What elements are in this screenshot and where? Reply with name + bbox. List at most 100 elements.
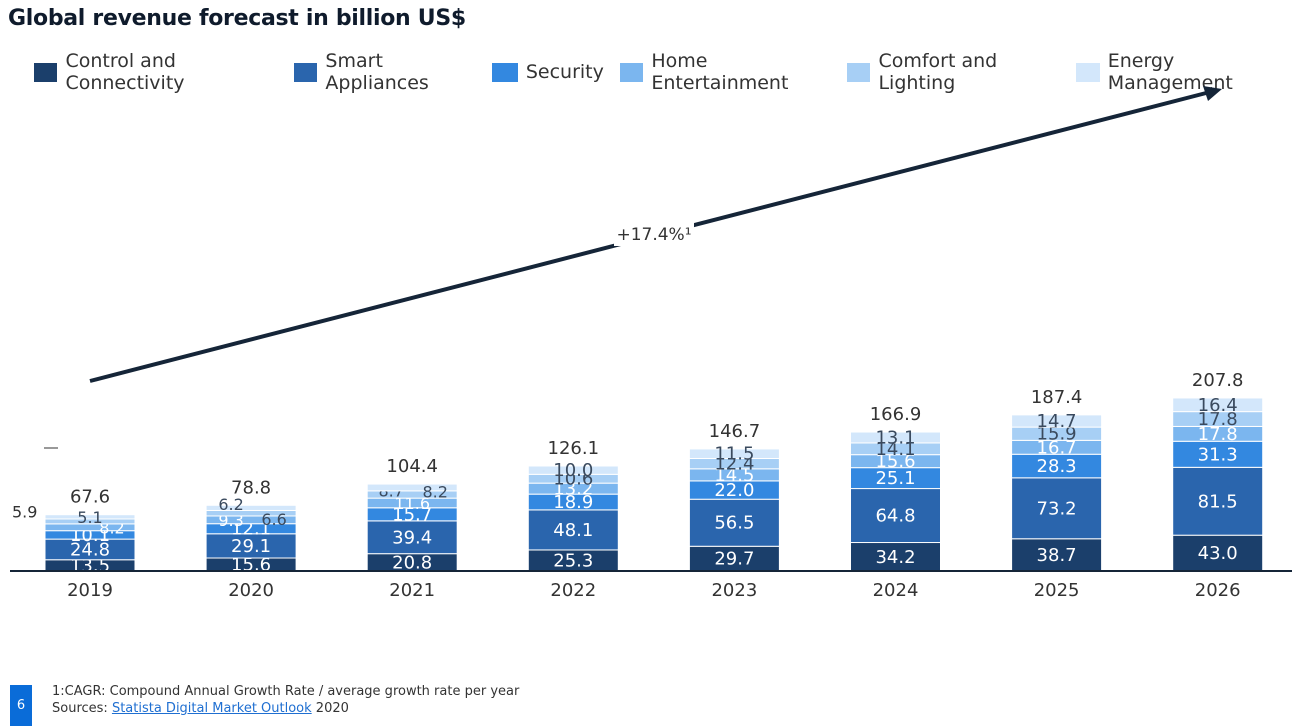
bar-value-label: 14.1 [875,439,915,460]
bar-value-label: 48.1 [553,520,593,541]
bar-value-label: 16.4 [1198,395,1238,416]
trend-arrow-head [1203,86,1222,101]
bar-value-label: 38.7 [1037,545,1077,566]
legend-label: Smart Appliances [325,50,429,94]
bar-value-label: 6.6 [261,510,286,529]
cagr-annotation: +17.4%¹ [616,225,691,245]
x-tick-label: 2026 [1195,580,1241,601]
bar-value-label: 6.2 [218,495,243,514]
bar-segment [205,504,297,511]
bar-total-label: 126.1 [548,438,600,459]
bar-value-label: 11.6 [394,494,430,513]
bar-total-label: 207.8 [1192,370,1244,391]
stacked-bar-chart: +17.4%¹13.524.810.18.25.9 5.167.6201915.6… [10,86,1292,601]
legend-item: Comfort and Lighting [847,50,1060,94]
bar-value-label: 56.5 [714,513,754,534]
bar-segment [44,514,136,520]
x-tick-label: 2023 [711,580,757,601]
x-tick-label: 2021 [389,580,435,601]
x-tick-label: 2022 [550,580,596,601]
bar-segment [688,448,780,460]
bar-value-label: 15.7 [392,504,432,525]
bar-value-label: 11.5 [714,444,754,465]
bar-segment [850,431,941,444]
bar-segment [366,483,458,492]
x-tick-label: 2019 [67,580,113,601]
bar-segment [1172,534,1264,572]
x-tick-label: 2025 [1034,580,1080,601]
bar-value-label: 17.8 [1198,409,1238,430]
legend-label: Security [525,61,604,83]
sources-link[interactable]: Statista Digital Market Outlook [111,701,312,716]
bar-value-label: 29.1 [231,536,271,557]
bar-segment [1011,414,1103,428]
bar-value-label: 31.3 [1198,444,1238,465]
footer: 1:CAGR: Compound Annual Growth Rate / av… [52,683,519,717]
footnote: 1:CAGR: Compound Annual Growth Rate / av… [52,684,520,699]
legend-swatch [619,62,644,82]
bar-value-label: 81.5 [1198,491,1238,512]
bar-value-label: 18.9 [553,492,593,513]
legend-item: Home Entertainment [619,50,831,94]
legend-swatch [847,62,871,82]
bar-value-label: 17.8 [1198,424,1238,445]
bar-value-label: 25.1 [875,468,915,489]
bar-segment [688,545,780,572]
legend-swatch [491,62,518,82]
x-tick-label: 2024 [873,580,919,601]
bar-value-label: 64.8 [875,506,915,527]
bar-value-label: 10.0 [553,460,593,481]
legend-swatch [293,62,318,82]
bar-value-label: 5.1 [77,508,102,527]
bar-value-label: 34.2 [875,547,915,568]
bar-value-label: 20.8 [392,552,432,573]
bar-value-label: 15.9 [1037,424,1077,445]
sources-line: Sources: Statista Digital Market Outlook… [52,700,519,717]
bar-value-label: 15.6 [875,451,915,472]
bar-total-label: 146.7 [709,421,761,442]
legend-label: Home Entertainment [651,50,789,94]
bar-segment [688,498,780,547]
bar-segment [850,488,941,544]
bar-segment [527,465,619,475]
chart-legend: Control and Connectivity Smart Appliances… [34,50,1302,94]
legend-label: Control and Connectivity [65,50,185,94]
bar-segment [1172,466,1264,536]
legend-swatch [1076,62,1100,82]
legend-item: Control and Connectivity [34,50,278,94]
bar-value-label: 25.3 [553,550,593,571]
sources-suffix: 2020 [311,701,349,716]
bar-segment [1172,397,1264,413]
legend-item: Smart Appliances [293,50,476,94]
bar-segment [205,533,297,559]
bar-value-label: 24.8 [70,539,110,560]
bar-value-label: 13.2 [553,479,593,500]
legend-swatch [34,62,58,82]
bar-value-label: 73.2 [1037,498,1077,519]
bar-value-label: 14.5 [714,465,754,486]
legend-label: Comfort and Lighting [878,50,998,94]
bar-total-label: 187.4 [1031,387,1083,408]
chart-title: Global revenue forecast in billion US$ [8,6,466,31]
bar-total-label: 104.4 [386,456,438,477]
legend-label: Energy Management [1107,50,1233,94]
bar-value-label: 5.9 [12,502,37,521]
bar-value-label: 43.0 [1198,543,1238,564]
x-tick-label: 2020 [228,580,274,601]
bar-value-label: 22.0 [714,480,754,501]
bar-value-label: 29.7 [714,549,754,570]
bar-total-label: 78.8 [231,477,271,498]
bar-value-label: 13.1 [875,427,915,448]
page-number: 6 [10,685,32,726]
bar-value-label: 14.7 [1037,411,1077,432]
legend-item: Energy Management [1076,50,1286,94]
bar-value-label: 8.2 [422,482,447,501]
bar-value-label: 39.4 [392,527,432,548]
legend-item: Security [491,61,604,83]
sources-prefix: Sources: [52,701,112,716]
bar-segment [1172,440,1264,468]
bar-value-label: 28.3 [1037,456,1077,477]
bar-total-label: 67.6 [70,487,110,508]
cagr-label-bg [614,222,694,246]
bar-segment [1011,477,1103,540]
